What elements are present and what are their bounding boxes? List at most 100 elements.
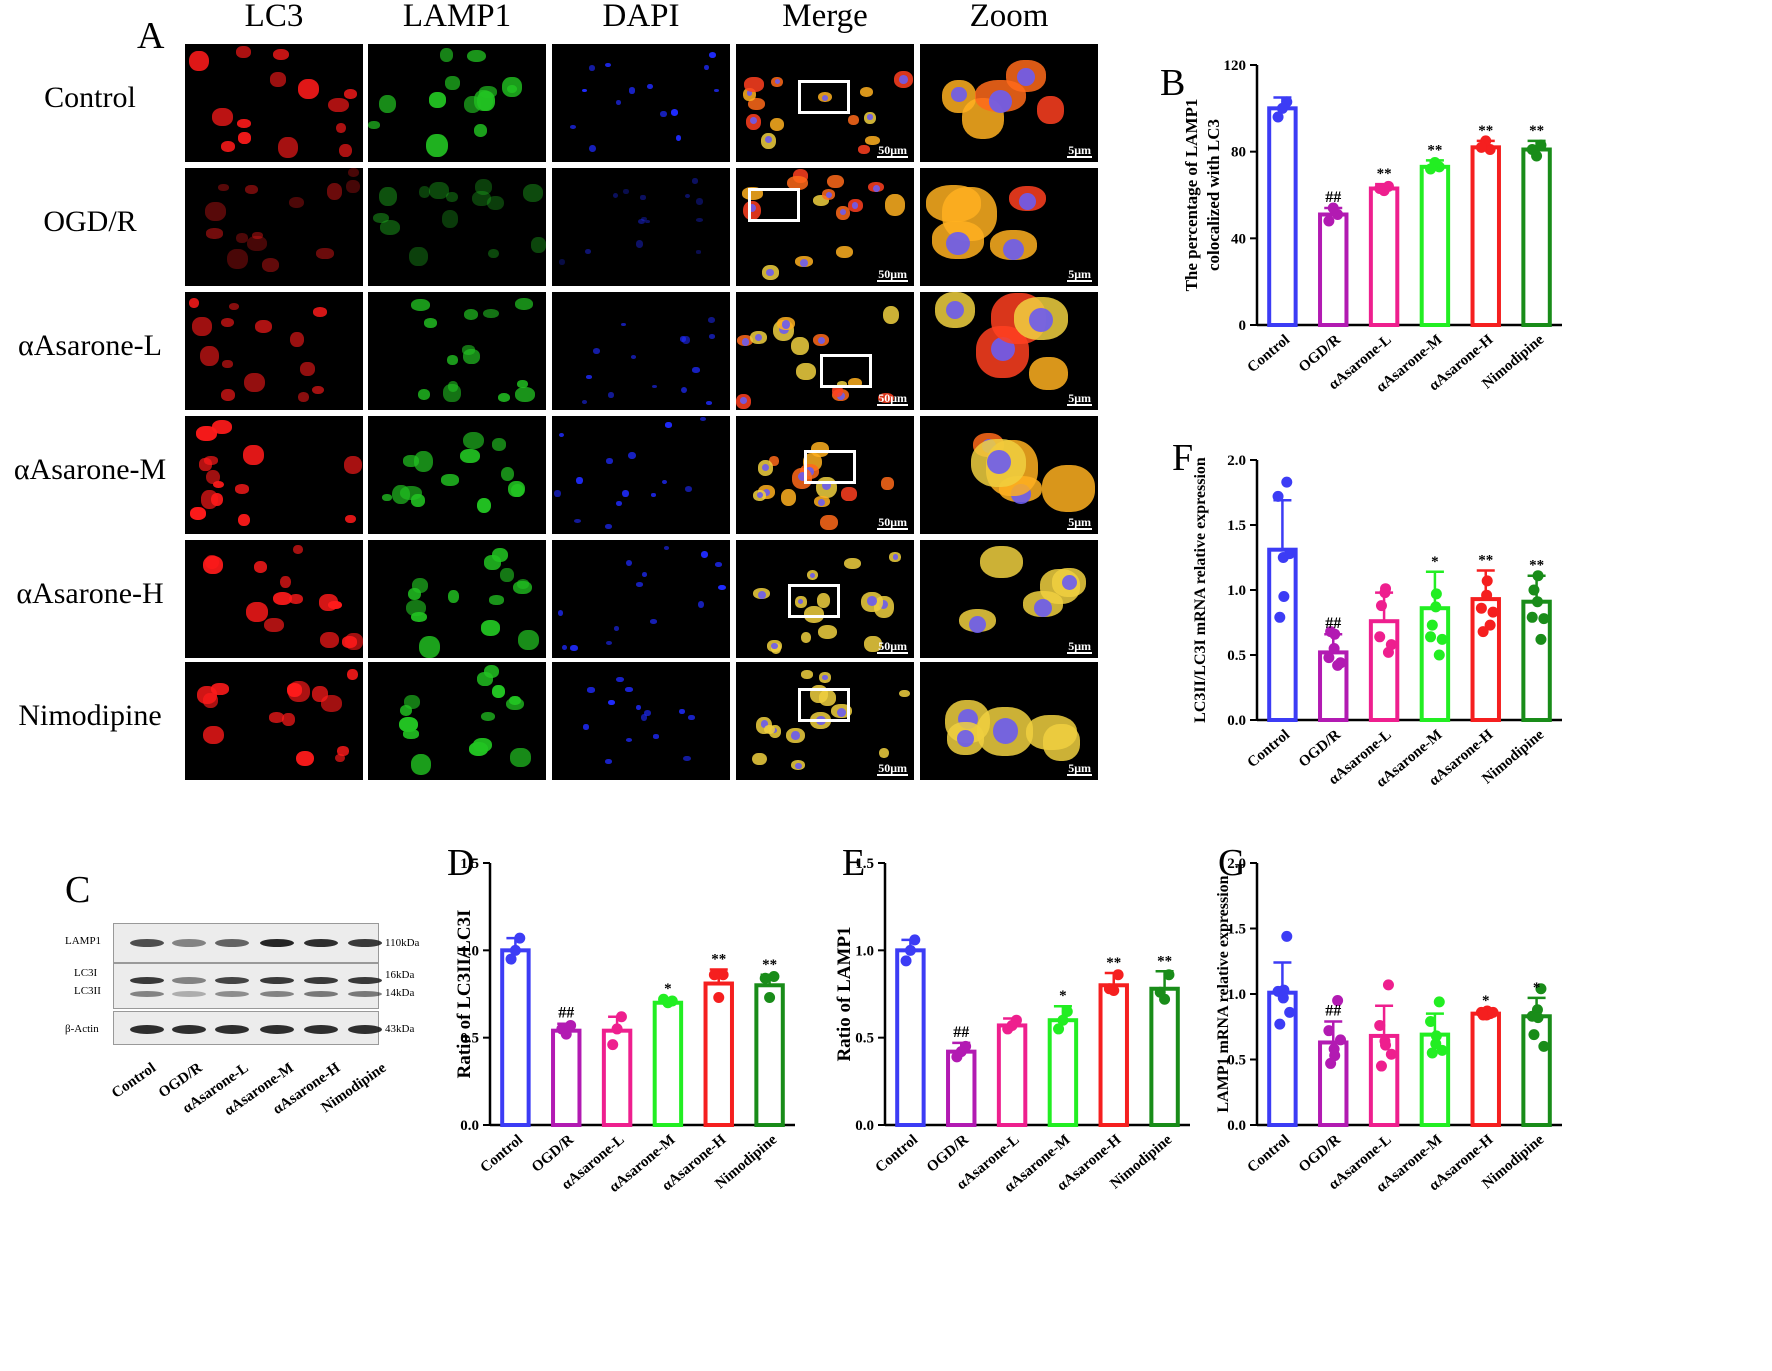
micrograph-zoom-5: 5μm xyxy=(920,662,1098,780)
scale-bar: 50μm xyxy=(877,143,908,158)
significance-mark: * xyxy=(1482,993,1490,1009)
y-tick-label: 0.5 xyxy=(1227,1053,1246,1069)
data-point xyxy=(759,972,771,984)
micrograph-lamp1-1 xyxy=(368,168,546,286)
y-axis-label: LAMP1 mRNA relative expression xyxy=(1215,875,1232,1112)
bar-αAsarone-L xyxy=(996,1023,1028,1127)
blot-band xyxy=(260,977,294,984)
data-point xyxy=(1278,984,1290,996)
scale-bar: 5μm xyxy=(1067,515,1092,530)
micrograph-zoom-0: 5μm xyxy=(920,44,1098,162)
bar-Nimodipine xyxy=(754,983,785,1127)
row-label-5: Nimodipine xyxy=(18,699,162,732)
scale-bar: 5μm xyxy=(1067,761,1092,776)
blot-size-lc3i: 16kDa xyxy=(385,969,415,981)
significance-mark: ** xyxy=(1106,955,1121,971)
panel-letter-f: F xyxy=(1172,437,1193,479)
y-tick-label: 0.5 xyxy=(1227,648,1246,664)
western-blot: LAMP1 LC3I LC3II β-Actin 110kDa 16kDa 14… xyxy=(60,915,440,1095)
bar-αAsarone-H xyxy=(1470,145,1501,327)
blot-band xyxy=(215,939,249,947)
data-point xyxy=(658,993,670,1005)
micrograph-lamp1-0 xyxy=(368,44,546,162)
significance-mark: ## xyxy=(953,1024,969,1041)
micrograph-zoom-1: 5μm xyxy=(920,168,1098,286)
significance-mark: ## xyxy=(1325,1003,1341,1020)
data-point xyxy=(1323,215,1335,227)
blot-band xyxy=(130,991,164,997)
scale-bar: 50μm xyxy=(877,267,908,282)
micrograph-dapi-0 xyxy=(552,44,730,162)
data-point xyxy=(1532,570,1544,582)
data-point xyxy=(1053,1023,1065,1035)
significance-mark: ** xyxy=(1529,558,1544,574)
data-point xyxy=(1325,626,1337,638)
blot-band xyxy=(260,1025,294,1034)
significance-mark: ** xyxy=(1478,553,1493,569)
blot-band xyxy=(260,939,294,947)
data-point xyxy=(1535,633,1547,645)
x-tick-label: OGD/R xyxy=(1296,332,1344,376)
x-tick-label: OGD/R xyxy=(529,1132,577,1176)
blot-band xyxy=(172,1025,206,1034)
significance-mark: ** xyxy=(1377,166,1392,182)
zoom-region-box xyxy=(748,188,800,222)
data-point xyxy=(1436,1044,1448,1056)
data-point xyxy=(1375,1060,1387,1072)
data-point xyxy=(1425,1016,1437,1028)
data-point xyxy=(1281,476,1293,488)
zoom-region-box xyxy=(804,450,856,484)
y-axis-label: Ratio of LAMP1 xyxy=(834,926,855,1061)
micrograph-lc3-1 xyxy=(185,168,363,286)
data-point xyxy=(768,971,780,983)
scale-bar: 50μm xyxy=(877,761,908,776)
micrograph-lc3-3 xyxy=(185,416,363,534)
micrograph-merge-1: 50μm xyxy=(736,168,914,286)
bar-Nimodipine xyxy=(1521,147,1552,327)
data-point xyxy=(1487,1006,1499,1018)
data-point xyxy=(1425,163,1437,175)
data-point xyxy=(1538,613,1550,625)
scale-bar: 5μm xyxy=(1067,143,1092,158)
data-point xyxy=(1528,1029,1540,1041)
panel-letter-d: D xyxy=(447,842,474,884)
y-axis-label: colocalized with LC3 xyxy=(1204,119,1223,271)
data-point xyxy=(1481,589,1493,601)
bar-OGD/R xyxy=(551,1028,582,1128)
data-point xyxy=(1382,979,1394,991)
blot-band xyxy=(304,991,338,997)
data-point xyxy=(1281,930,1293,942)
data-point xyxy=(1374,183,1386,194)
bar-αAsarone-H xyxy=(703,981,734,1128)
blot-band xyxy=(130,939,164,947)
scale-bar: 50μm xyxy=(877,639,908,654)
x-tick-label: Control xyxy=(1245,1132,1293,1176)
row-label-2: αAsarone-L xyxy=(18,329,162,362)
blot-strip-lc3 xyxy=(113,963,379,1009)
data-point xyxy=(1481,575,1493,587)
significance-mark: ** xyxy=(762,957,777,973)
data-point xyxy=(1535,983,1547,995)
zoom-region-box xyxy=(798,80,850,114)
significance-mark: ** xyxy=(1157,953,1172,969)
y-tick-label: 1.5 xyxy=(460,856,479,872)
blot-band xyxy=(260,991,294,997)
y-axis-label: The percentage of LAMP1 xyxy=(1182,99,1201,292)
data-point xyxy=(556,1023,568,1035)
row-label-3: αAsarone-M xyxy=(13,453,167,486)
data-point xyxy=(509,944,521,956)
micrograph-lamp1-3 xyxy=(368,416,546,534)
zoom-region-box xyxy=(798,688,850,722)
micrograph-merge-2: 50μm xyxy=(736,292,914,410)
data-point xyxy=(1163,969,1175,981)
panel-letter-b: B xyxy=(1160,62,1185,104)
blot-label-lamp1: LAMP1 xyxy=(65,935,102,947)
bar-αAsarone-M xyxy=(1419,164,1451,327)
blot-size-lc3ii: 14kDa xyxy=(385,987,415,999)
blot-band xyxy=(215,1025,249,1034)
micrograph-dapi-3 xyxy=(552,416,730,534)
significance-mark: ** xyxy=(711,952,726,968)
data-point xyxy=(615,1011,627,1023)
y-tick-label: 0.0 xyxy=(1227,713,1246,729)
